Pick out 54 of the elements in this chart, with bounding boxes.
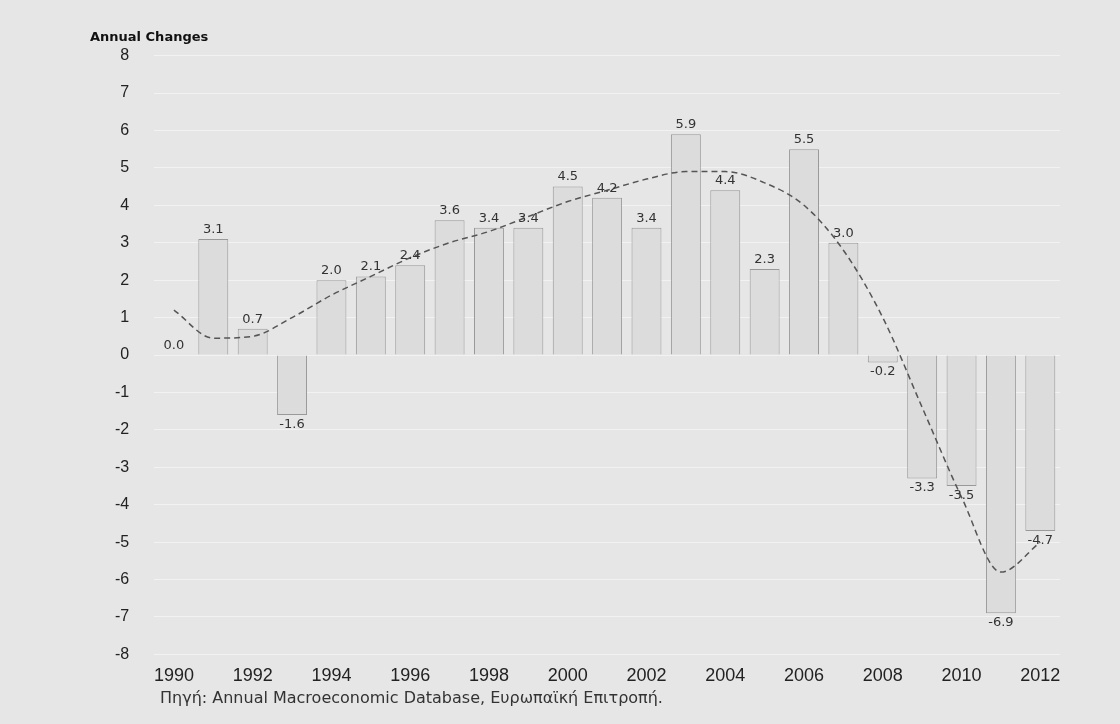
y-tick-label: -4 [114, 495, 130, 513]
y-tick-label: 2 [120, 270, 130, 288]
y-tick-label: -1 [114, 382, 130, 400]
data-label: 5.5 [793, 131, 815, 147]
x-tick-label: 2012 [1020, 665, 1061, 686]
data-label: -0.2 [870, 363, 896, 379]
x-tick-label: 1994 [311, 665, 352, 686]
y-tick-label: 1 [120, 307, 130, 325]
data-label: 3.0 [833, 224, 854, 240]
data-label: 4.4 [714, 172, 736, 188]
x-tick-label: 1998 [468, 665, 509, 686]
y-tick-label: 8 [120, 46, 130, 64]
data-label: -1.6 [279, 415, 305, 431]
y-tick-label: -2 [114, 420, 130, 438]
data-label: 3.4 [636, 209, 657, 225]
x-tick-label: 1992 [232, 665, 273, 686]
data-label: 4.5 [557, 168, 579, 184]
x-tick-label: 2004 [705, 665, 746, 686]
x-tick-label: 2000 [547, 665, 588, 686]
chart-title: Annual Changes [90, 29, 209, 45]
text: Πηγή: Annual Macroeconomic Database, Ευρωπαϊκή Επιτροπή. [160, 688, 663, 707]
y-tick-label: -8 [114, 644, 130, 662]
data-label: -4.7 [1027, 531, 1053, 547]
data-label: 2.0 [321, 262, 342, 278]
x-tick-label: 2006 [784, 665, 825, 686]
y-tick-label: 6 [120, 120, 130, 138]
data-label: 0.0 [163, 336, 185, 352]
data-label: -3.3 [909, 479, 935, 495]
y-tick-label: -5 [114, 532, 130, 550]
x-tick-label: 2008 [862, 665, 903, 686]
data-label: 2.1 [360, 258, 382, 274]
x-tick-label: 1990 [153, 665, 194, 686]
data-label: 0.7 [242, 310, 264, 326]
y-tick-label: -6 [114, 569, 130, 587]
x-tick-label: 1996 [390, 665, 431, 686]
data-label: -3.5 [948, 486, 975, 502]
y-tick-label: 3 [120, 233, 130, 251]
y-tick-label: -7 [114, 607, 130, 625]
x-tick-label: 2010 [941, 665, 982, 686]
x-tick-label: 2002 [626, 665, 667, 686]
y-tick-label: -3 [114, 457, 130, 475]
data-label: 3.1 [202, 220, 224, 236]
data-label: 2.4 [399, 247, 421, 263]
data-label: -6.9 [988, 614, 1014, 630]
y-tick-label: 5 [120, 158, 130, 176]
y-tick-label: 4 [120, 195, 130, 213]
data-label: 3.6 [439, 202, 460, 218]
data-label: 3.4 [518, 209, 539, 225]
y-tick-label: 0 [120, 345, 130, 363]
data-label: 2.3 [754, 250, 775, 266]
data-label: 4.2 [596, 179, 618, 195]
y-tick-label: 7 [120, 83, 130, 101]
data-label: 3.4 [478, 209, 500, 225]
data-label: 5.9 [675, 116, 697, 132]
